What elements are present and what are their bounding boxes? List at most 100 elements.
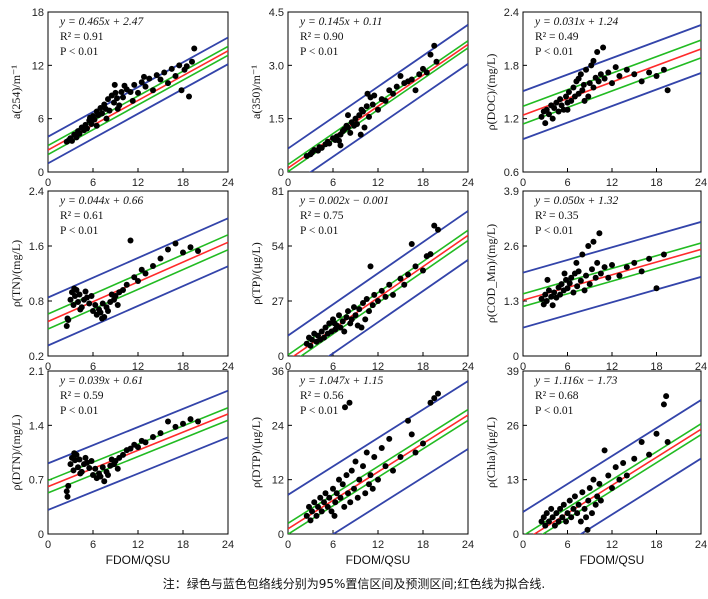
prediction-upper-line: [48, 389, 228, 465]
data-point: [571, 493, 578, 500]
panel-3: 0 6 12 18 24 0.6 1.2 1.8 2.4 ρ(DOC)/(mg/L) y = 0.0…: [484, 7, 707, 189]
confidence-upper-line: [523, 242, 701, 295]
data-point: [127, 89, 134, 95]
data-point: [321, 334, 327, 341]
annotation-line-1: y = 0.465x + 2.47: [59, 16, 144, 28]
data-point: [337, 494, 344, 501]
data-point: [548, 505, 555, 512]
data-point: [605, 69, 612, 76]
data-point: [369, 302, 376, 309]
data-point: [105, 472, 111, 479]
data-point: [408, 76, 415, 83]
data-point: [360, 300, 366, 307]
data-point: [361, 124, 368, 131]
data-point: [318, 508, 325, 515]
data-point: [653, 430, 660, 437]
data-point: [575, 90, 582, 97]
data-point: [77, 306, 84, 313]
x-tick-label: 12: [372, 539, 384, 551]
annotation-line-2: R² = 0.90: [300, 31, 344, 43]
y-tick-label: 1.6: [29, 241, 44, 253]
x-tick-label: 12: [132, 361, 144, 373]
data-point: [120, 451, 126, 458]
data-point: [135, 89, 141, 96]
data-point: [581, 287, 588, 294]
data-point: [433, 58, 440, 65]
data-point: [390, 291, 396, 298]
data-point: [609, 485, 615, 492]
data-point: [187, 244, 194, 251]
x-tick-label: 24: [695, 177, 707, 189]
data-point: [431, 395, 438, 402]
data-point: [579, 87, 586, 94]
data-point: [345, 112, 351, 119]
panel-9: 0 6 12 18 24 0 13 26 39 ρ(Chla)/(μg/L) FDOM/QSU y =…: [484, 366, 707, 567]
data-point: [84, 125, 90, 132]
data-point: [348, 316, 355, 323]
data-point: [638, 439, 645, 446]
annotation-line-2: R² = 0.59: [60, 390, 104, 402]
data-point: [150, 433, 156, 440]
data-point: [540, 514, 547, 521]
data-point: [342, 404, 348, 411]
x-tick-label: 0: [45, 539, 51, 551]
data-point: [142, 83, 149, 90]
data-point: [153, 72, 160, 79]
data-point: [408, 240, 415, 247]
x-tick-label: 6: [330, 539, 336, 551]
prediction-lower-line: [327, 259, 468, 356]
data-point: [76, 130, 83, 137]
data-point: [87, 114, 93, 121]
data-point: [623, 264, 630, 271]
data-point: [369, 101, 376, 108]
y-tick-label: 0: [278, 167, 284, 179]
data-point: [135, 278, 141, 284]
fit-line: [48, 413, 228, 488]
data-point: [397, 454, 404, 461]
data-point: [336, 312, 342, 319]
data-point: [157, 255, 164, 262]
data-point: [70, 302, 77, 308]
annotation-line-2: R² = 0.75: [300, 210, 344, 222]
data-point: [311, 499, 318, 506]
x-axis-label: FDOM/QSU: [106, 553, 171, 567]
x-tick-label: 12: [606, 539, 618, 551]
data-point: [328, 508, 335, 515]
scatter-points: [538, 230, 667, 309]
panel-2: 0 6 12 18 24 0 1.5 3.0 4.5 a(350)/m⁻¹ y = 0.145x +…: [249, 7, 474, 189]
annotation-line-3: P < 0.01: [60, 405, 99, 417]
y-axis-label: ρ(DTN)/(mg/L): [9, 415, 23, 491]
data-point: [570, 289, 577, 296]
x-tick-label: 24: [222, 361, 234, 373]
data-point: [575, 501, 582, 508]
data-point: [577, 518, 584, 525]
data-point: [427, 51, 434, 58]
prediction-lower-line: [523, 72, 701, 140]
data-point: [354, 494, 361, 501]
data-point: [580, 81, 587, 88]
data-point: [88, 121, 95, 127]
data-point: [366, 113, 372, 120]
x-tick-label: 0: [45, 361, 51, 373]
data-point: [408, 431, 415, 438]
data-point: [88, 293, 95, 299]
data-point: [405, 271, 411, 278]
data-point: [561, 270, 568, 277]
data-point: [341, 503, 348, 510]
data-point: [331, 320, 338, 327]
data-point: [127, 445, 134, 452]
prediction-upper-line: [48, 36, 228, 138]
annotation-line-1: y = 0.039x + 0.61: [59, 375, 143, 387]
data-point: [187, 416, 194, 423]
y-tick-label: 13: [507, 475, 519, 487]
x-tick-label: 6: [90, 361, 96, 373]
data-point: [105, 308, 111, 314]
x-tick-label: 18: [177, 177, 189, 189]
x-tick-label: 24: [695, 539, 707, 551]
data-point: [378, 287, 385, 294]
data-point: [63, 323, 70, 329]
data-point: [551, 289, 558, 296]
data-point: [337, 142, 344, 149]
annotation-line-3: P < 0.01: [300, 46, 339, 58]
data-point: [111, 81, 118, 88]
